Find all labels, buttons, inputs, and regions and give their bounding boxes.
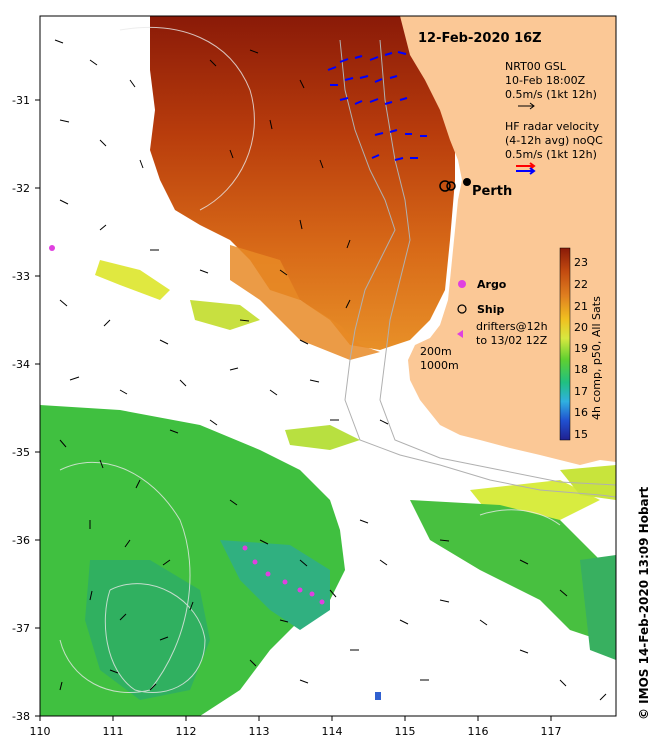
colorbar-label: 4h comp, p50, All Sats [590, 296, 603, 420]
drifter-legend-icon [457, 330, 463, 338]
nrt-arrow-icon [518, 102, 535, 110]
y-tick-label: -31 [12, 94, 30, 107]
y-tick-label: -36 [12, 534, 30, 547]
sst-yellow-patches [95, 260, 616, 520]
sst-green-edge [580, 555, 616, 660]
drifter-legend-line1: drifters@12h [476, 320, 548, 333]
sst-warm-region [150, 16, 455, 350]
colorbar-tick: 16 [574, 406, 588, 419]
x-axis [39, 716, 552, 721]
x-tick-label: 117 [541, 725, 562, 738]
credit-text: © IMOS 14-Feb-2020 13:09 Hobart [637, 486, 651, 720]
ship-marker-2 [446, 181, 456, 191]
colorbar-tick: 23 [574, 256, 588, 269]
argo-float [49, 245, 55, 251]
y-tick-label: -38 [12, 710, 30, 723]
x-tick-labels: 110 111 112 113 114 115 116 117 [30, 725, 562, 738]
y-axis [35, 99, 40, 717]
sst-isotherms [59, 27, 561, 694]
city-label: Perth [472, 184, 512, 199]
nrt-legend-line3: 0.5m/s (1kt 12h) [505, 88, 597, 101]
colorbar-tick: 15 [574, 428, 588, 441]
x-tick-label: 116 [468, 725, 489, 738]
current-arrows [54, 39, 607, 701]
colorbar-tick: 19 [574, 342, 588, 355]
x-tick-label: 113 [249, 725, 270, 738]
x-tick-label: 112 [176, 725, 197, 738]
y-tick-label: -37 [12, 622, 30, 635]
ship-legend-icon [457, 304, 467, 314]
colorbar-tick: 20 [574, 321, 588, 334]
colorbar-tick: 21 [574, 300, 588, 313]
hf-legend-line2: (4-12h avg) noQC [505, 134, 603, 147]
colorbar-tick: 18 [574, 363, 588, 376]
y-tick-label: -35 [12, 446, 30, 459]
drifter-track [242, 545, 325, 605]
y-tick-label: -34 [12, 358, 30, 371]
colorbar-gradient [559, 247, 571, 441]
colorbar-tick: 17 [574, 385, 588, 398]
ship-marker [439, 180, 451, 192]
sst-blue-spot [375, 692, 381, 700]
hf-legend-line1: HF radar velocity [505, 120, 600, 133]
x-tick-label: 115 [395, 725, 416, 738]
nrt-legend-line1: NRT00 GSL [505, 60, 567, 73]
colorbar: 23 22 21 20 19 18 17 16 15 4h comp, p50,… [559, 247, 603, 441]
x-tick-label: 114 [322, 725, 343, 738]
hf-arrow-blue-icon [516, 167, 536, 175]
drifter-legend-line2: to 13/02 12Z [476, 334, 548, 347]
hf-radar-vectors [327, 51, 427, 161]
x-tick-label: 111 [103, 725, 124, 738]
sst-orange-band [230, 245, 380, 360]
nrt-legend-line2: 10-Feb 18:00Z [505, 74, 586, 87]
argo-legend-label: Argo [477, 278, 507, 291]
depth-label-200: 200m [420, 345, 452, 358]
hf-legend-line3: 0.5m/s (1kt 12h) [505, 148, 597, 161]
sst-green-east [410, 500, 610, 640]
y-tick-label: -33 [12, 270, 30, 283]
y-tick-labels: -31 -32 -33 -34 -35 -36 -37 -38 [12, 94, 30, 723]
sst-cool-eddy [85, 560, 210, 700]
ship-legend-label: Ship [477, 303, 505, 316]
map-title: 12-Feb-2020 16Z [418, 31, 542, 46]
argo-legend-icon [458, 280, 466, 288]
perth-marker [463, 178, 471, 186]
x-tick-label: 110 [30, 725, 51, 738]
bathymetry-contours [339, 39, 616, 498]
plot-frame [39, 15, 617, 717]
y-tick-label: -32 [12, 182, 30, 195]
legend: NRT00 GSL 10-Feb 18:00Z 0.5m/s (1kt 12h)… [420, 60, 603, 372]
depth-label-1000: 1000m [420, 359, 459, 372]
colorbar-tick: 22 [574, 278, 588, 291]
